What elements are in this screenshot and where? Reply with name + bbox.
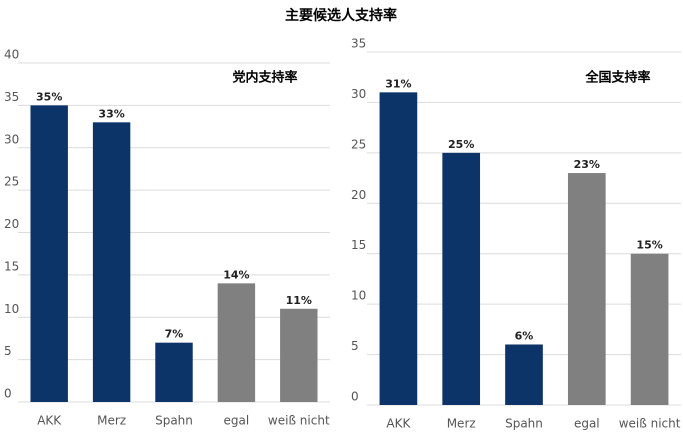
x-tick-label: AKK bbox=[386, 417, 411, 431]
y-tick-label: 35 bbox=[4, 90, 19, 104]
y-tick-label: 15 bbox=[351, 238, 366, 252]
y-tick-label: 25 bbox=[4, 175, 19, 189]
value-label: 31% bbox=[385, 77, 411, 90]
bar bbox=[630, 253, 669, 405]
x-tick-label: AKK bbox=[37, 414, 62, 428]
value-label: 7% bbox=[165, 328, 184, 341]
y-tick-label: 5 bbox=[4, 344, 12, 358]
value-label: 11% bbox=[286, 294, 312, 307]
value-label: 33% bbox=[98, 107, 124, 120]
x-tick-label: egal bbox=[224, 414, 250, 428]
value-label: 23% bbox=[574, 158, 600, 171]
value-label: 15% bbox=[636, 239, 662, 252]
x-tick-label: Merz bbox=[447, 417, 476, 431]
bar bbox=[217, 283, 256, 402]
y-tick-label: 25 bbox=[351, 137, 366, 151]
chart-subtitle: 全国支持率 bbox=[584, 70, 650, 86]
x-tick-label: Spahn bbox=[505, 417, 543, 431]
value-label: 6% bbox=[515, 329, 534, 342]
y-tick-label: 0 bbox=[4, 387, 12, 401]
y-tick-label: 20 bbox=[351, 188, 366, 202]
value-label: 35% bbox=[36, 90, 62, 103]
bar bbox=[92, 122, 131, 402]
x-tick-label: weiß nicht bbox=[619, 417, 681, 431]
chart-subtitle: 党内支持率 bbox=[232, 70, 297, 86]
x-tick-label: Spahn bbox=[155, 414, 193, 428]
y-tick-label: 40 bbox=[4, 48, 19, 62]
y-tick-label: 20 bbox=[4, 217, 19, 231]
value-label: 25% bbox=[448, 138, 474, 151]
bar bbox=[155, 342, 193, 402]
x-tick-label: Merz bbox=[97, 414, 126, 428]
y-tick-label: 5 bbox=[351, 339, 359, 353]
y-tick-label: 10 bbox=[351, 289, 366, 303]
bar bbox=[567, 173, 606, 405]
bar bbox=[505, 344, 543, 405]
y-tick-label: 10 bbox=[4, 302, 19, 316]
bar bbox=[379, 92, 418, 405]
figure-title: 主要候选人支持率 bbox=[285, 7, 397, 24]
value-label: 14% bbox=[223, 268, 249, 281]
bar bbox=[280, 308, 318, 402]
y-tick-label: 30 bbox=[4, 132, 19, 146]
x-tick-label: weiß nicht bbox=[268, 414, 330, 428]
y-tick-label: 0 bbox=[351, 390, 359, 404]
x-tick-label: egal bbox=[574, 417, 600, 431]
y-tick-label: 35 bbox=[351, 37, 366, 51]
y-tick-label: 30 bbox=[351, 87, 366, 101]
bar bbox=[30, 105, 68, 402]
y-tick-label: 15 bbox=[4, 259, 19, 273]
bar bbox=[442, 152, 481, 405]
